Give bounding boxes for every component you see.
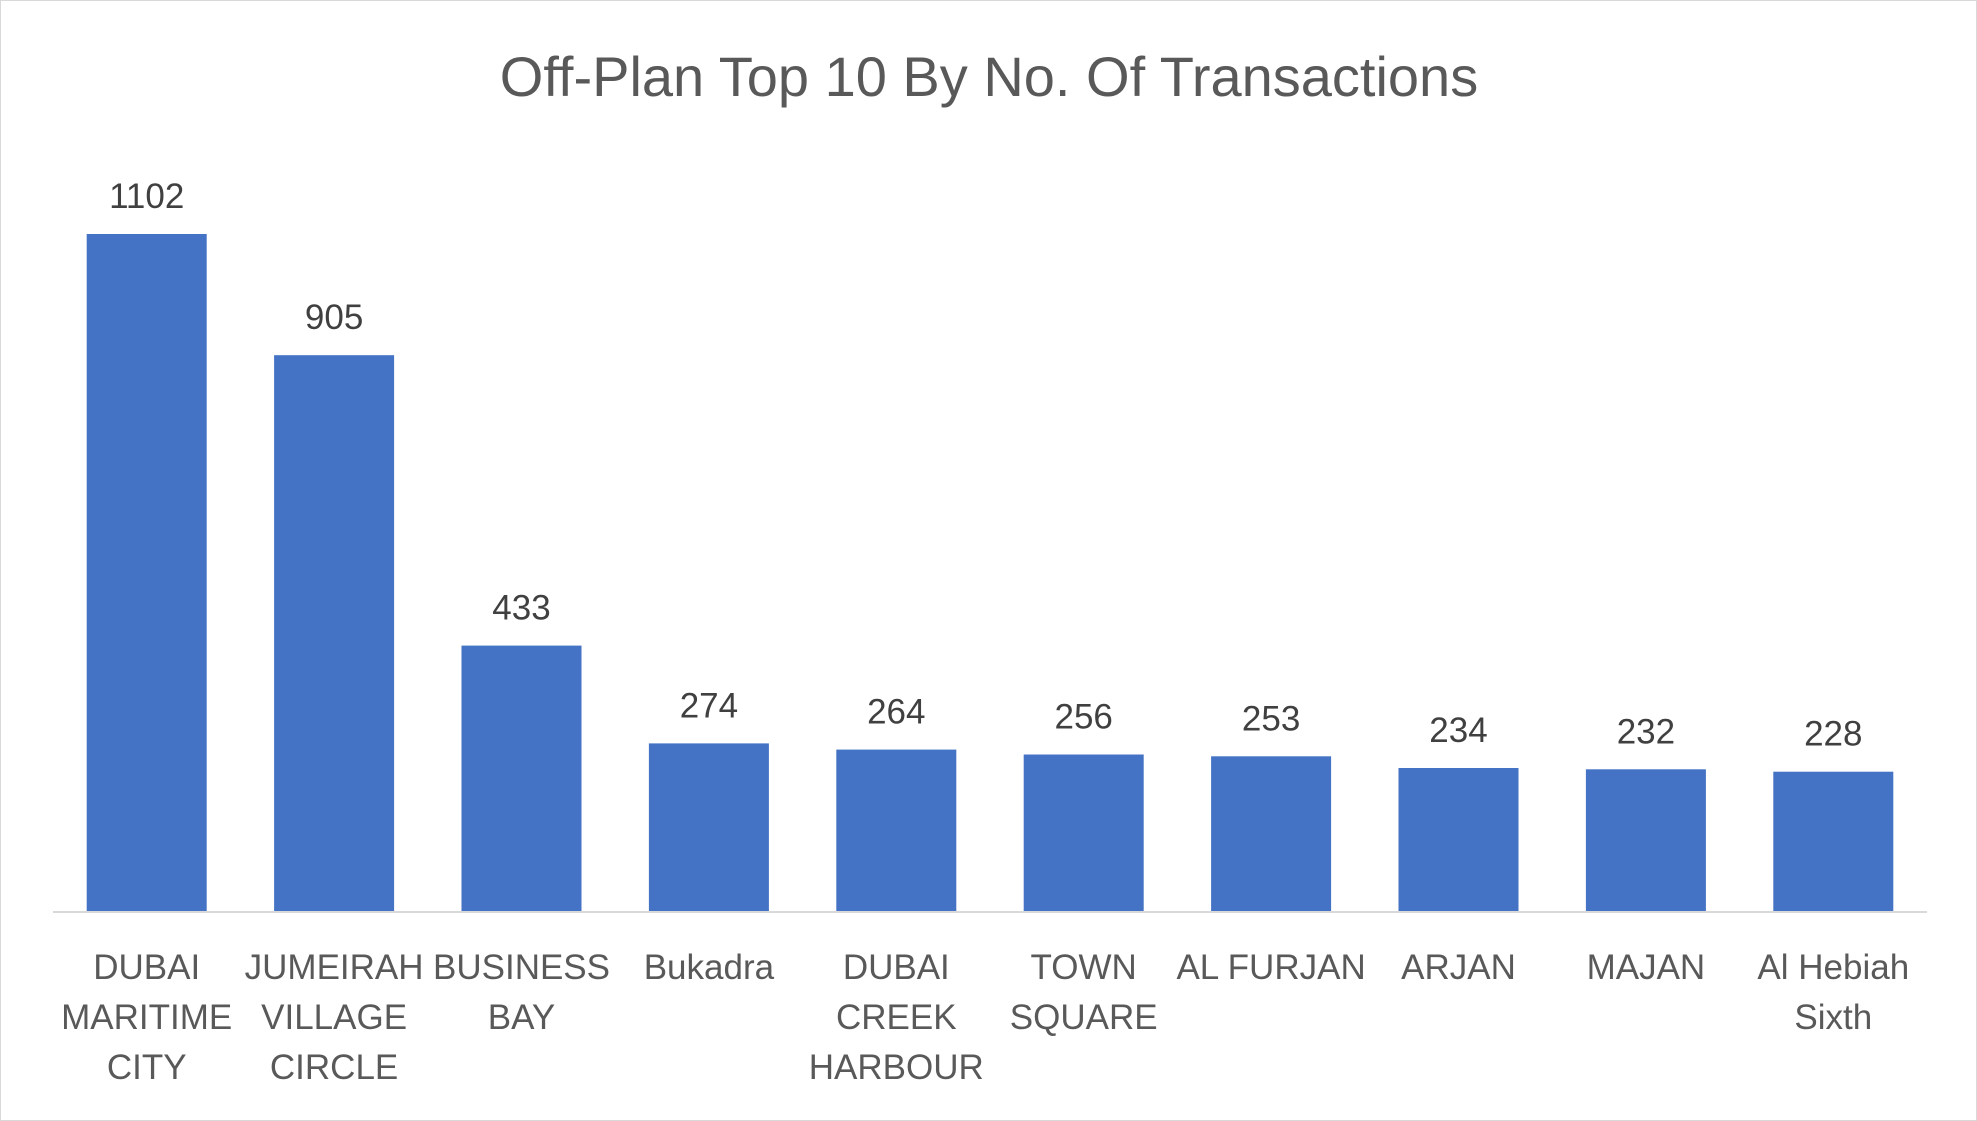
- category-label-line: Bukadra: [644, 948, 775, 987]
- bar: [86, 234, 207, 912]
- category-label: TOWN SQUARE: [1010, 948, 1158, 1037]
- category-label-line: TOWN: [1031, 948, 1137, 987]
- category-label-line: SQUARE: [1010, 998, 1158, 1037]
- data-label: 274: [680, 686, 738, 725]
- category-label: Al Hebiah Sixth: [1757, 948, 1909, 1037]
- category-label-line: DUBAI: [93, 948, 200, 987]
- data-label: 905: [305, 298, 363, 337]
- category-label-line: Al Hebiah: [1757, 948, 1909, 987]
- category-label: BUSINESS BAY: [433, 948, 610, 1037]
- category-label-line: VILLAGE: [261, 998, 407, 1037]
- category-label: ARJAN: [1401, 948, 1516, 987]
- bar: [274, 355, 395, 912]
- category-label-line: HARBOUR: [809, 1048, 984, 1087]
- data-label: 253: [1242, 699, 1300, 738]
- bar: [1585, 769, 1706, 912]
- category-label-line: JUMEIRAH: [245, 948, 424, 987]
- category-label-line: MAJAN: [1587, 948, 1706, 987]
- category-label-line: MARITIME: [61, 998, 232, 1037]
- bar: [461, 645, 582, 912]
- bar: [1211, 756, 1332, 912]
- category-label: Bukadra: [644, 948, 775, 987]
- bars-layer: [86, 234, 1894, 912]
- data-label: 234: [1429, 711, 1487, 750]
- category-label: JUMEIRAH VILLAGE CIRCLE: [245, 948, 424, 1087]
- category-label-line: CITY: [107, 1048, 187, 1087]
- category-axis-labels: DUBAI MARITIME CITY JUMEIRAH VILLAGE CIRCLE BU…: [61, 948, 1909, 1087]
- data-label: 256: [1054, 698, 1112, 737]
- category-label-line: Sixth: [1794, 998, 1872, 1037]
- category-label-line: ARJAN: [1401, 948, 1516, 987]
- category-label-line: CIRCLE: [270, 1048, 398, 1087]
- bar: [1398, 768, 1519, 912]
- data-label: 264: [867, 693, 925, 732]
- category-label: MAJAN: [1587, 948, 1706, 987]
- chart-title: Off-Plan Top 10 By No. Of Transactions: [500, 45, 1478, 108]
- data-label: 228: [1804, 715, 1862, 754]
- category-label: DUBAI CREEK HARBOUR: [809, 948, 984, 1087]
- category-label-line: AL FURJAN: [1176, 948, 1365, 987]
- bar: [1773, 771, 1894, 912]
- category-label: DUBAI MARITIME CITY: [61, 948, 232, 1087]
- category-label-line: DUBAI: [843, 948, 950, 987]
- bar: [1023, 754, 1144, 912]
- category-label: AL FURJAN: [1176, 948, 1365, 987]
- bar: [836, 749, 957, 912]
- data-label: 433: [492, 589, 550, 628]
- bar: [648, 743, 769, 912]
- data-label: 1102: [109, 177, 184, 216]
- category-label-line: BUSINESS: [433, 948, 610, 987]
- category-label-line: BAY: [488, 998, 555, 1037]
- category-label-line: CREEK: [836, 998, 957, 1037]
- data-labels-layer: 1102 905 433 274 264 256 253 234 232 228: [109, 177, 1862, 754]
- data-label: 232: [1617, 712, 1675, 751]
